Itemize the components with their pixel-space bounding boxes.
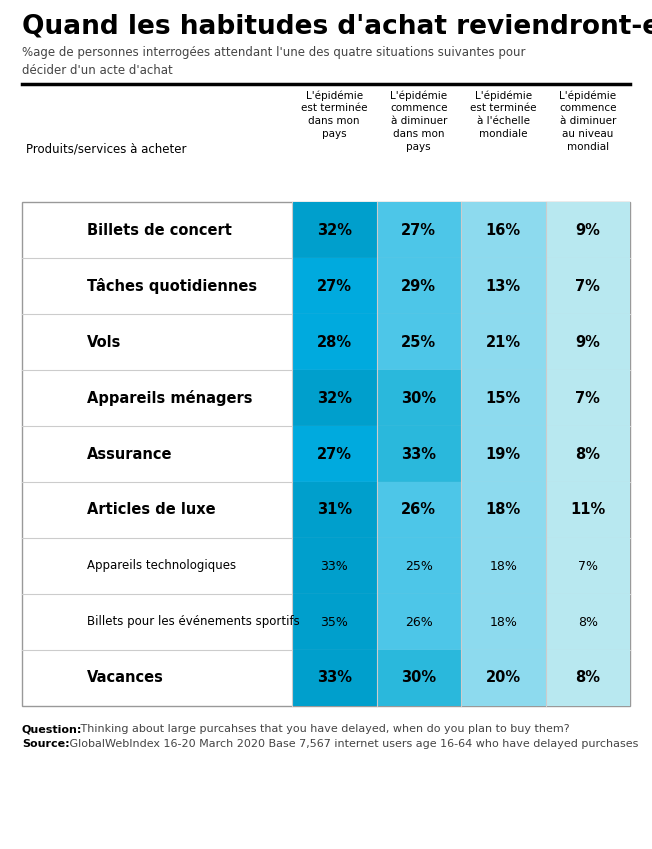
Text: %age de personnes interrogées attendant l'une des quatre situations suivantes po: %age de personnes interrogées attendant … [22,46,526,77]
Text: GlobalWebIndex 16-20 March 2020 Base 7,567 internet users age 16-64 who have del: GlobalWebIndex 16-20 March 2020 Base 7,5… [66,739,638,749]
Text: 18%: 18% [489,559,517,572]
Text: Appareils ménagers: Appareils ménagers [87,390,252,406]
Text: 8%: 8% [575,671,600,685]
Bar [292,370,376,426]
Text: 26%: 26% [405,616,433,628]
Text: 25%: 25% [401,335,436,350]
Text: 28%: 28% [317,335,352,350]
Text: Question:: Question: [22,724,82,734]
Text: 25%: 25% [405,559,433,572]
Text: 13%: 13% [486,278,521,294]
Bar [461,258,546,314]
Bar [546,482,630,538]
Bar [292,482,376,538]
Bar [376,538,461,594]
Bar [292,202,376,258]
Text: 8%: 8% [578,616,598,628]
Bar [461,370,546,426]
Bar [376,370,461,426]
Bar [546,370,630,426]
Bar [376,594,461,650]
Text: 27%: 27% [401,222,436,238]
Text: 11%: 11% [570,503,605,518]
Text: 7%: 7% [575,278,600,294]
Text: 30%: 30% [401,671,436,685]
Text: 15%: 15% [486,391,521,406]
Text: 33%: 33% [317,671,351,685]
Text: 27%: 27% [317,278,351,294]
Text: Quand les habitudes d'achat reviendront-elles ?: Quand les habitudes d'achat reviendront-… [22,13,652,39]
Bar [546,426,630,482]
Text: Source:: Source: [22,739,70,749]
Text: Assurance: Assurance [87,447,173,462]
Bar [292,258,376,314]
Bar [376,650,461,706]
Text: 21%: 21% [486,335,521,350]
Text: 29%: 29% [401,278,436,294]
Text: 18%: 18% [486,503,521,518]
Text: Billets pour les événements sportifs: Billets pour les événements sportifs [87,616,300,628]
Text: 31%: 31% [317,503,352,518]
Text: 26%: 26% [401,503,436,518]
Bar [461,594,546,650]
Text: Produits/services à acheter: Produits/services à acheter [26,142,186,155]
Bar [292,314,376,370]
Text: 8%: 8% [575,447,600,462]
Bar [376,482,461,538]
Bar [292,538,376,594]
Text: 27%: 27% [317,447,351,462]
Text: L'épidémie
est terminée
dans mon
pays: L'épidémie est terminée dans mon pays [301,90,368,139]
Text: Tâches quotidiennes: Tâches quotidiennes [87,278,257,294]
Text: 33%: 33% [401,447,436,462]
Bar [376,202,461,258]
Bar [546,594,630,650]
Text: Billets de concert: Billets de concert [87,222,232,238]
Text: Thinking about large purcahses that you have delayed, when do you plan to buy th: Thinking about large purcahses that you … [77,724,570,734]
Text: L'épidémie
commence
à diminuer
dans mon
pays: L'épidémie commence à diminuer dans mon … [390,90,447,152]
Bar [461,314,546,370]
Bar [546,650,630,706]
Bar [22,202,630,706]
Text: 9%: 9% [575,335,600,350]
Text: 33%: 33% [320,559,348,572]
Bar [461,202,546,258]
Text: 18%: 18% [489,616,517,628]
Text: 7%: 7% [578,559,598,572]
Text: 32%: 32% [317,222,351,238]
Text: 30%: 30% [401,391,436,406]
Text: Articles de luxe: Articles de luxe [87,503,216,518]
Bar [376,258,461,314]
Text: L'épidémie
commence
à diminuer
au niveau
mondial: L'épidémie commence à diminuer au niveau… [559,90,617,152]
Text: 9%: 9% [575,222,600,238]
Text: Vacances: Vacances [87,671,164,685]
Bar [292,650,376,706]
Text: 7%: 7% [575,391,600,406]
Text: Appareils technologiques: Appareils technologiques [87,559,236,572]
Bar [546,202,630,258]
Bar [292,426,376,482]
Text: 19%: 19% [486,447,521,462]
Text: 16%: 16% [486,222,521,238]
Bar [546,258,630,314]
Text: 32%: 32% [317,391,351,406]
Text: 35%: 35% [320,616,348,628]
Bar [376,426,461,482]
Bar [461,538,546,594]
Text: 20%: 20% [486,671,521,685]
Bar [461,482,546,538]
Text: Vols: Vols [87,335,121,350]
Bar [376,314,461,370]
Bar [292,594,376,650]
Bar [461,426,546,482]
Bar [461,650,546,706]
Bar [546,538,630,594]
Text: L'épidémie
est terminée
à l'échelle
mondiale: L'épidémie est terminée à l'échelle mond… [470,90,537,139]
Bar [546,314,630,370]
